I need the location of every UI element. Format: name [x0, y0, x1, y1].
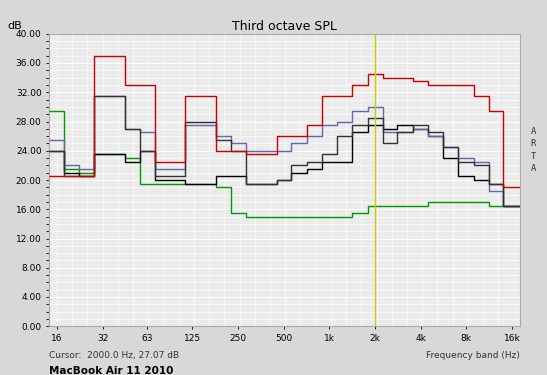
Title: Third octave SPL: Third octave SPL	[232, 20, 337, 33]
Text: Cursor:  2000.0 Hz, 27.07 dB: Cursor: 2000.0 Hz, 27.07 dB	[49, 351, 179, 360]
Text: MacBook Air 11 2010: MacBook Air 11 2010	[49, 366, 173, 375]
Text: A
R
T
A: A R T A	[531, 127, 536, 173]
Text: Frequency band (Hz): Frequency band (Hz)	[426, 351, 520, 360]
Text: dB: dB	[7, 21, 22, 31]
